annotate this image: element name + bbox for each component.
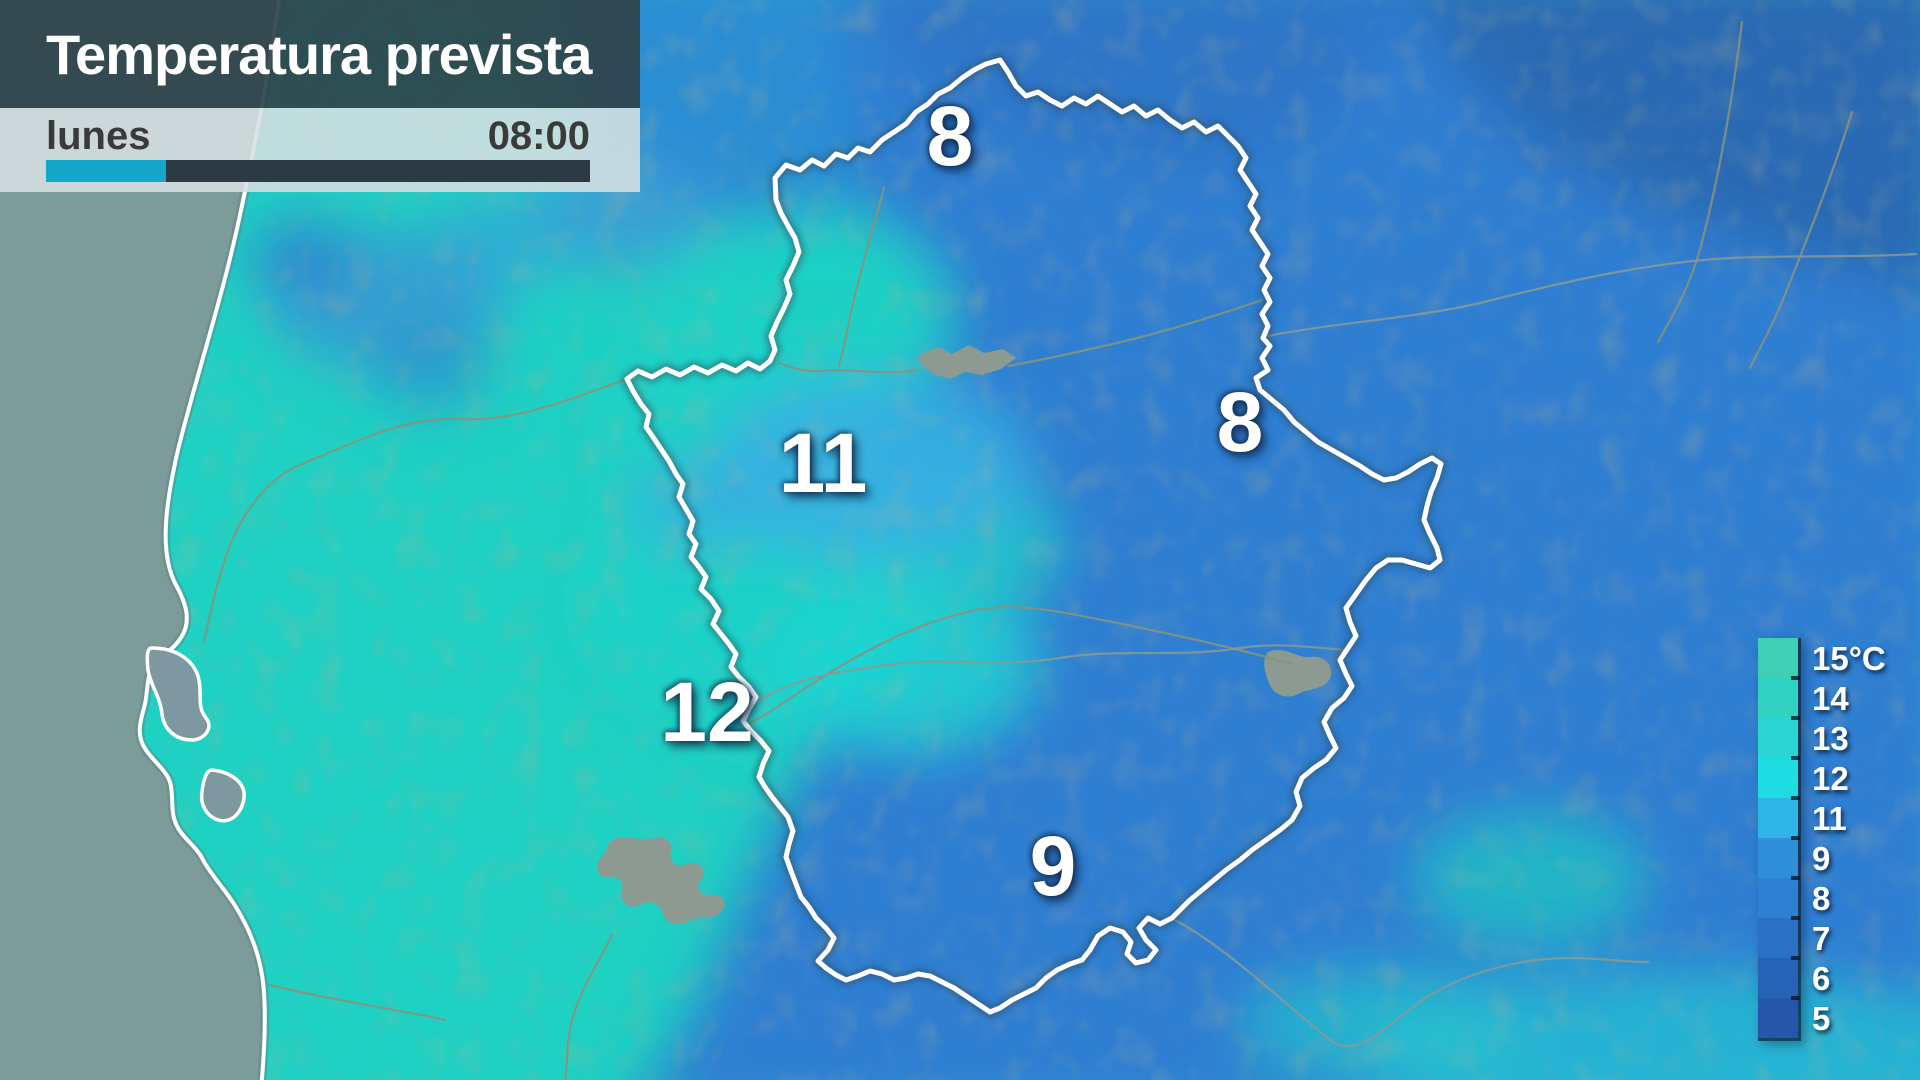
legend-tick	[1791, 996, 1800, 1000]
tagus-estuary	[145, 646, 211, 742]
region-border-extremadura	[624, 57, 1444, 1015]
map-temp-label: 8	[1216, 374, 1264, 469]
legend-labels: 15°C 14 13 12 11 9 8 7 6 5	[1812, 638, 1886, 1038]
legend-label: 14	[1812, 680, 1849, 717]
legend-label: 5	[1812, 1000, 1831, 1037]
page-title: Temperatura prevista	[46, 22, 592, 86]
legend-color-step	[1758, 958, 1798, 998]
legend-color-step	[1758, 718, 1798, 758]
legend-color-step	[1758, 678, 1798, 718]
map-temp-label: 11	[778, 415, 868, 510]
legend-label: 7	[1812, 920, 1831, 957]
day-label: lunes	[46, 114, 151, 158]
time-progress-fill	[46, 160, 166, 182]
legend-color-step	[1758, 758, 1798, 798]
legend-color-step	[1758, 838, 1798, 878]
legend-label: 11	[1812, 800, 1847, 837]
time-progress-track	[46, 160, 590, 182]
legend-tick	[1791, 876, 1800, 880]
mountain-streak-texture	[1300, 0, 1920, 420]
legend-tick	[1791, 916, 1800, 920]
legend-label: 9	[1812, 840, 1831, 877]
legend-color-step	[1758, 998, 1798, 1038]
rivers	[202, 20, 1854, 1080]
legend-tick	[1791, 796, 1800, 800]
legend-label: 15°C	[1812, 640, 1886, 677]
time-bar: lunes 08:00	[0, 108, 640, 192]
legend-label: 13	[1812, 720, 1849, 757]
legend-tick	[1791, 716, 1800, 720]
legend-label: 6	[1812, 960, 1831, 997]
sado-estuary	[199, 768, 246, 823]
admin-borders	[758, 252, 1918, 1048]
legend-tick	[1791, 956, 1800, 960]
legend-color-step	[1758, 638, 1798, 678]
legend-tick	[1791, 756, 1800, 760]
map-temp-label: 8	[926, 88, 974, 183]
legend-color-bar	[1758, 638, 1801, 1041]
legend-color-step	[1758, 878, 1798, 918]
legend-label: 12	[1812, 760, 1849, 797]
legend-color-step	[1758, 918, 1798, 958]
legend-color-step	[1758, 798, 1798, 838]
title-box: Temperatura prevista	[0, 0, 640, 108]
map-temp-label: 9	[1029, 818, 1077, 913]
legend-tick	[1791, 676, 1800, 680]
coastline	[137, 0, 282, 1080]
temperature-legend: 15°C 14 13 12 11 9 8 7 6 5	[1758, 638, 1920, 1041]
sea	[0, 0, 280, 1080]
time-label: 08:00	[487, 114, 590, 158]
legend-tick	[1791, 836, 1800, 840]
map-temp-label: 12	[660, 664, 754, 759]
legend-label: 8	[1812, 880, 1831, 917]
